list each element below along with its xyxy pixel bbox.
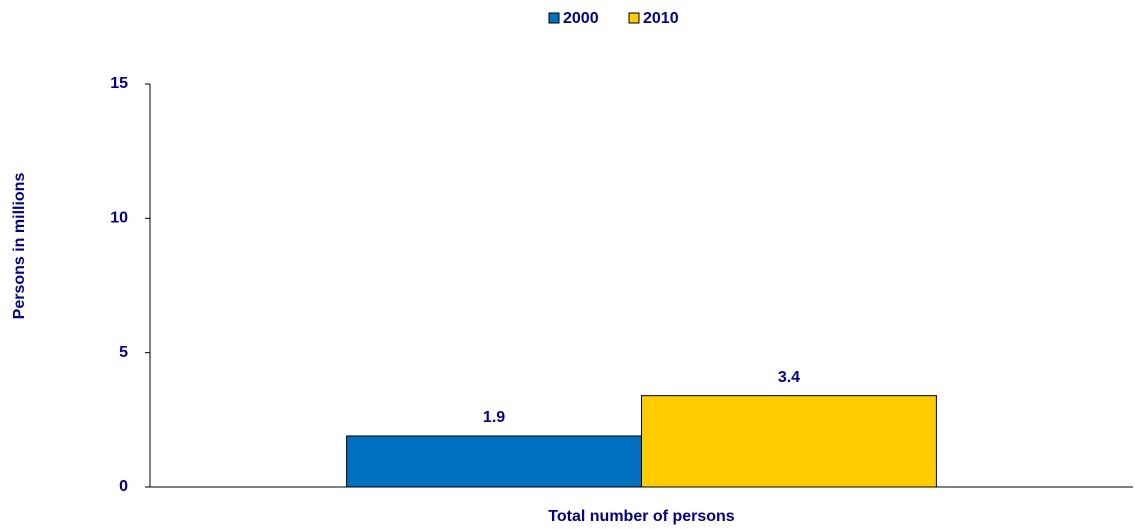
data-label: 3.4 bbox=[778, 369, 800, 386]
bar bbox=[346, 435, 642, 488]
y-tick-label: 10 bbox=[110, 210, 128, 227]
legend-label: 2000 bbox=[563, 10, 599, 27]
x-tick-label: Total number of persons bbox=[548, 508, 734, 525]
bar bbox=[641, 395, 937, 488]
legend-label: 2010 bbox=[643, 10, 679, 27]
legend-swatch bbox=[548, 12, 560, 24]
y-tick-label: 5 bbox=[119, 344, 128, 361]
y-axis-label: Persons in millions bbox=[11, 173, 28, 320]
legend-swatch bbox=[628, 12, 640, 24]
data-label: 1.9 bbox=[483, 409, 505, 426]
y-tick-label: 15 bbox=[110, 75, 128, 92]
y-tick-label: 0 bbox=[119, 478, 128, 495]
